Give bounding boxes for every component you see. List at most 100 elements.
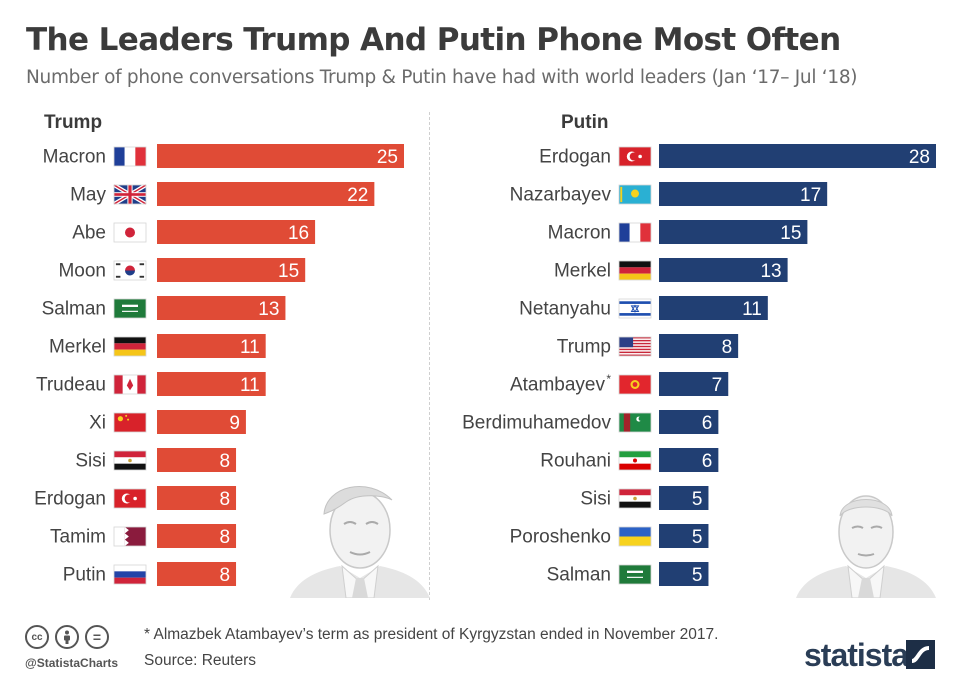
- category-label: Sisi: [75, 451, 106, 472]
- license-icons: cc =: [25, 625, 109, 649]
- korea-flag-icon: [113, 260, 147, 281]
- panel-divider: [429, 112, 430, 600]
- bar: [157, 372, 266, 396]
- bar-value-label: 11: [240, 375, 260, 396]
- bar-value-label: 5: [692, 565, 703, 586]
- category-label: Xi: [89, 413, 106, 434]
- category-label: Nazarbayev: [510, 185, 612, 206]
- bar-value-label: 15: [278, 261, 299, 282]
- no-derivatives-icon: =: [85, 625, 109, 649]
- bar: [157, 410, 246, 434]
- category-label: Sisi: [580, 489, 611, 510]
- bar: [659, 220, 808, 244]
- chart-title: The Leaders Trump And Putin Phone Most O…: [26, 22, 841, 58]
- category-label: Merkel: [49, 337, 106, 358]
- kazakhstan-flag-icon: [618, 184, 652, 205]
- bar: [659, 410, 719, 434]
- bar: [659, 372, 729, 396]
- chart-row: Tamim 8: [50, 524, 237, 548]
- bar-value-label: 7: [712, 375, 723, 396]
- chart-row: Erdogan 8: [34, 486, 237, 510]
- israel-flag-icon: [618, 298, 652, 319]
- chart-row: Sisi 8: [75, 448, 237, 472]
- bar: [157, 144, 404, 168]
- canada-flag-icon: [113, 374, 147, 395]
- bar: [157, 182, 375, 206]
- chart-row: Putin 8: [63, 562, 237, 586]
- chart-row: Sisi 5: [580, 486, 709, 510]
- bar: [659, 144, 936, 168]
- chart-row: Macron 25: [43, 144, 404, 168]
- category-label: Salman: [42, 299, 106, 320]
- chart-row: Netanyahu 11: [519, 296, 768, 320]
- chart-row: Macron 15: [548, 220, 808, 244]
- bar-value-label: 8: [219, 451, 230, 472]
- category-label: Trudeau: [36, 375, 106, 396]
- category-label: Putin: [63, 565, 106, 586]
- category-label: Macron: [43, 147, 106, 168]
- turkmenistan-flag-icon: [618, 412, 652, 433]
- panel-title: Trump: [44, 112, 102, 133]
- chart-row: Nazarbayev 17: [510, 182, 828, 206]
- bar: [157, 486, 237, 510]
- putin-portrait-illustration: [796, 495, 936, 598]
- bar: [659, 334, 739, 358]
- category-label: Trump: [557, 337, 611, 358]
- bar: [157, 220, 316, 244]
- chart-row: Moon 15: [58, 258, 306, 282]
- chart-row: Berdimuhamedov 6: [462, 410, 719, 434]
- chart-row: Rouhani 6: [540, 448, 719, 472]
- bar-value-label: 8: [722, 337, 733, 358]
- bar-value-label: 13: [258, 299, 279, 320]
- bar-value-label: 6: [702, 413, 713, 434]
- statista-handle: @StatistaCharts: [25, 656, 119, 670]
- bar-value-label: 17: [800, 185, 821, 206]
- germany-flag-icon: [113, 336, 147, 357]
- statista-logo-icon: [906, 640, 935, 669]
- bar: [659, 524, 709, 548]
- saudi-flag-icon: [113, 298, 147, 319]
- japan-flag-icon: [113, 222, 147, 243]
- egypt-flag-icon: [113, 450, 147, 471]
- bar-value-label: 5: [692, 489, 703, 510]
- bar: [659, 258, 788, 282]
- chart-row: Atambayev * 7: [510, 372, 729, 396]
- category-label: Tamim: [50, 527, 106, 548]
- france-flag-icon: [618, 222, 652, 243]
- bar: [659, 562, 709, 586]
- chart-row: Poroshenko 5: [510, 524, 709, 548]
- chart-row: Merkel 11: [49, 334, 266, 358]
- kyrgyzstan-flag-icon: [618, 374, 652, 395]
- bar-value-label: 8: [219, 489, 230, 510]
- category-label: Abe: [72, 223, 106, 244]
- category-label: May: [70, 185, 106, 206]
- footnote-marker: *: [606, 372, 611, 386]
- source: Source: Reuters: [144, 652, 256, 669]
- bar: [157, 448, 237, 472]
- category-label: Erdogan: [539, 147, 611, 168]
- iran-flag-icon: [618, 450, 652, 471]
- statista-logo[interactable]: statista: [804, 637, 909, 673]
- bar-value-label: 11: [240, 337, 260, 358]
- chart-row: Trudeau 11: [36, 372, 266, 396]
- category-label: Macron: [548, 223, 611, 244]
- bar: [157, 296, 286, 320]
- footnote: * Almazbek Atambayev’s term as president…: [144, 626, 719, 643]
- bar-value-label: 22: [347, 185, 368, 206]
- qatar-flag-icon: [113, 526, 147, 547]
- chart-subtitle: Number of phone conversations Trump & Pu…: [26, 67, 858, 88]
- bar-value-label: 6: [702, 451, 713, 472]
- cc-icon: cc: [25, 625, 49, 649]
- attribution-icon: [55, 625, 79, 649]
- bar: [659, 448, 719, 472]
- bar: [157, 562, 237, 586]
- chart-row: Salman 5: [547, 562, 709, 586]
- bar: [659, 486, 709, 510]
- bar-value-label: 11: [742, 299, 762, 320]
- saudi-flag-icon: [618, 564, 652, 585]
- category-label: Salman: [547, 565, 611, 586]
- chart-row: Merkel 13: [554, 258, 788, 282]
- china-flag-icon: [113, 412, 147, 433]
- ukraine-flag-icon: [618, 526, 652, 547]
